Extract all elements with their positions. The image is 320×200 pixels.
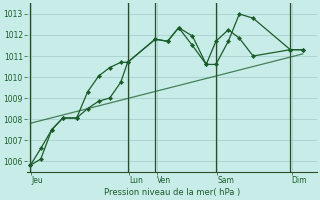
X-axis label: Pression niveau de la mer( hPa ): Pression niveau de la mer( hPa ) xyxy=(104,188,240,197)
